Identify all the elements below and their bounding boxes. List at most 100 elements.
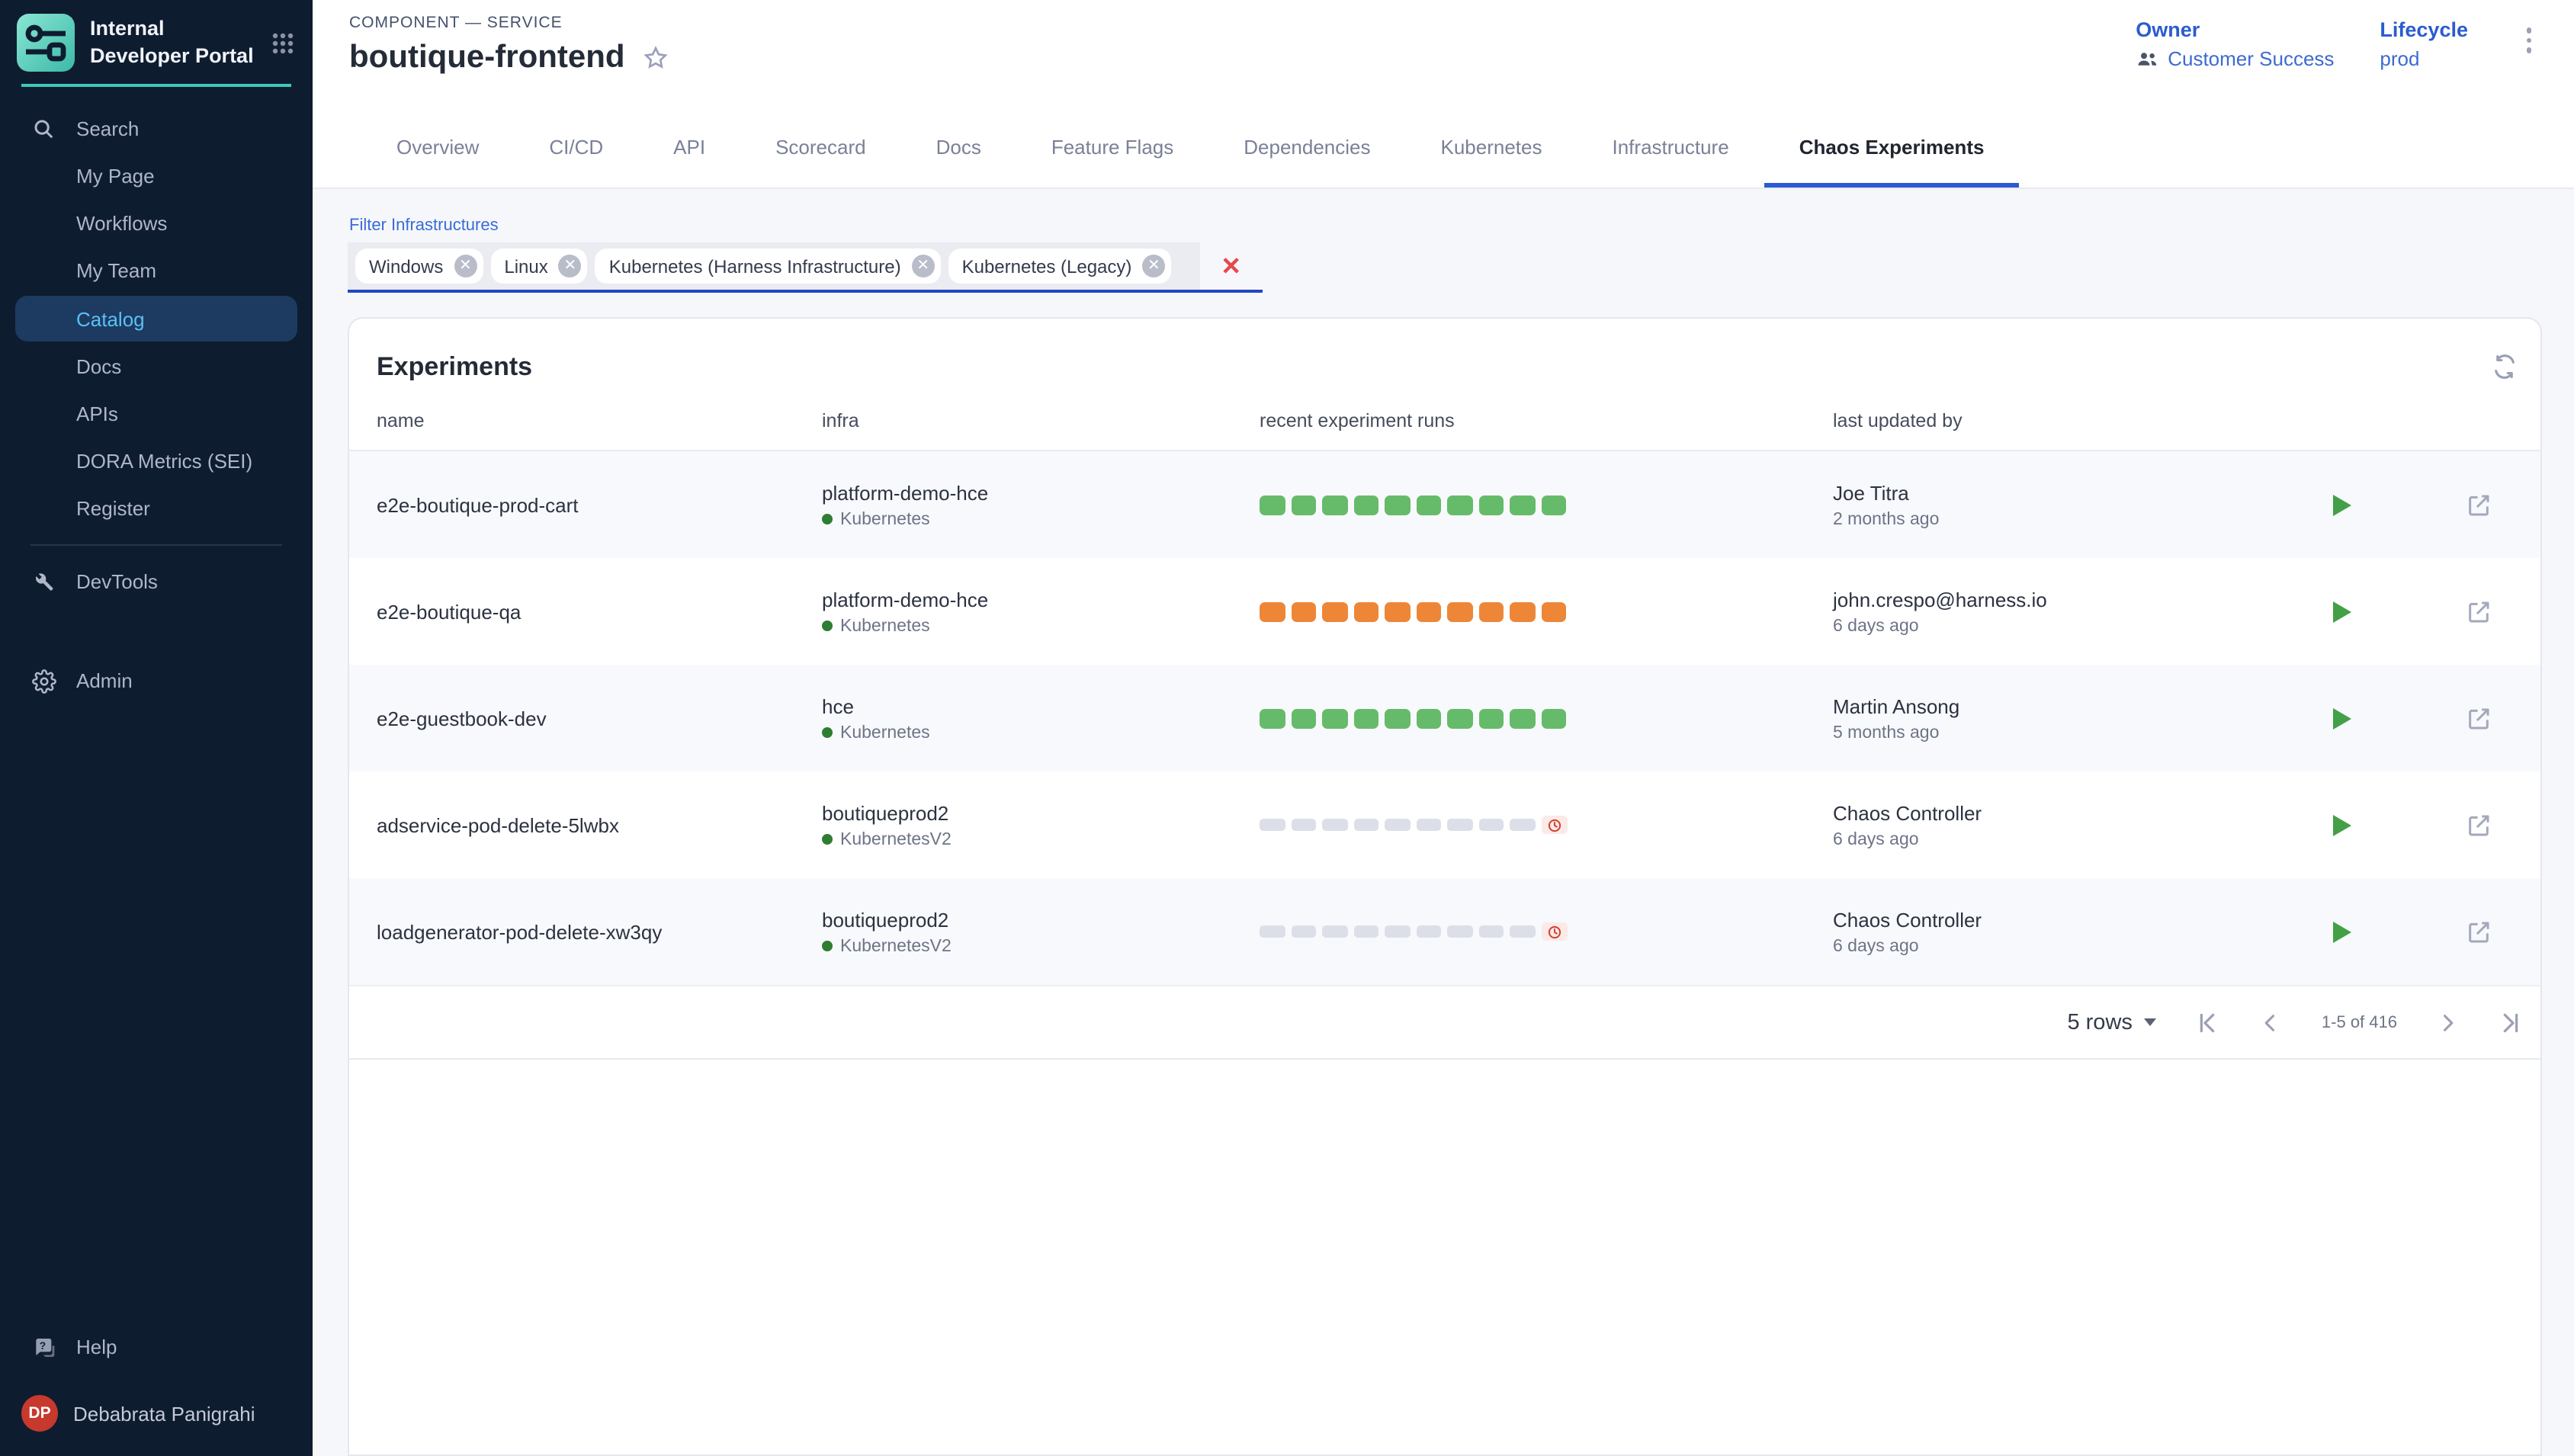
sidebar-item-admin[interactable]: Admin — [0, 657, 313, 704]
next-page-icon[interactable] — [2437, 1012, 2458, 1033]
sidebar-item-my-page[interactable]: My Page — [0, 152, 313, 200]
run-status-square — [1416, 601, 1441, 621]
infra-type: KubernetesV2 — [840, 830, 952, 848]
tab-scorecard[interactable]: Scorecard — [775, 136, 866, 159]
chip-delete-icon[interactable]: ✕ — [558, 255, 582, 277]
run-status-square — [1416, 708, 1441, 728]
tab-docs[interactable]: Docs — [936, 136, 981, 159]
run-status-square — [1291, 495, 1316, 515]
sidebar-accent-line — [21, 84, 291, 87]
updated-cell: Martin Ansong 5 months ago — [1833, 694, 2309, 742]
lifecycle-label: Lifecycle — [2380, 18, 2468, 41]
run-experiment-icon[interactable] — [2332, 707, 2353, 730]
run-experiment-icon[interactable] — [2332, 493, 2353, 516]
sidebar-item-devtools[interactable]: DevTools — [0, 558, 313, 605]
sidebar-item-label: Workflows — [76, 212, 168, 235]
experiment-name: adservice-pod-delete-5lwbx — [377, 813, 619, 836]
clear-filters-icon[interactable]: ✕ — [1221, 254, 1241, 280]
sidebar-item-workflows[interactable]: Workflows — [0, 200, 313, 247]
owner-value: Customer Success — [2168, 47, 2335, 70]
run-status-square — [1385, 495, 1410, 515]
sidebar-item-catalog[interactable]: Catalog — [15, 296, 297, 342]
chip-delete-icon[interactable]: ✕ — [454, 255, 477, 277]
tab-api[interactable]: API — [673, 136, 706, 159]
tab-feature-flags[interactable]: Feature Flags — [1051, 136, 1174, 159]
lifecycle-block: Lifecycle prod — [2380, 18, 2468, 70]
scheduled-clock-icon — [1541, 922, 1567, 941]
recent-runs — [1260, 922, 1833, 941]
table-row: e2e-boutique-prod-cart platform-demo-hce… — [349, 451, 2540, 558]
favorite-star-icon[interactable] — [642, 44, 669, 72]
filter-infrastructures-label[interactable]: Filter Infrastructures — [349, 216, 499, 235]
infra-type: KubernetesV2 — [840, 937, 952, 955]
status-dot — [822, 941, 833, 951]
chip-label: Windows — [369, 255, 444, 277]
run-status-square — [1510, 601, 1535, 621]
open-in-new-icon[interactable] — [2466, 705, 2492, 731]
refresh-icon[interactable] — [2489, 351, 2521, 383]
sidebar-item-help[interactable]: ? Help — [0, 1323, 313, 1371]
run-experiment-icon[interactable] — [2332, 600, 2353, 623]
sidebar-item-search[interactable]: Search — [0, 105, 313, 152]
chip-delete-icon[interactable]: ✕ — [911, 255, 935, 277]
sidebar-item-register[interactable]: Register — [0, 485, 313, 532]
tab-kubernetes[interactable]: Kubernetes — [1440, 136, 1542, 159]
run-status-square — [1541, 495, 1566, 515]
last-page-icon[interactable] — [2498, 1010, 2522, 1034]
user-profile[interactable]: DP Debabrata Panigrahi — [0, 1383, 313, 1456]
run-status-square — [1541, 601, 1566, 621]
tab-dependencies[interactable]: Dependencies — [1244, 136, 1371, 159]
run-experiment-icon[interactable] — [2332, 920, 2353, 943]
run-status-square — [1447, 819, 1472, 831]
open-in-new-icon[interactable] — [2466, 598, 2492, 624]
sidebar-item-my-team[interactable]: My Team — [0, 247, 313, 294]
tab-cicd[interactable]: CI/CD — [549, 136, 604, 159]
scheduled-clock-icon — [1541, 816, 1567, 834]
sidebar-nav: Search My Page Workflows My Team Catalog… — [0, 87, 313, 704]
status-dot — [822, 727, 833, 738]
column-header-infra: infra — [822, 410, 859, 431]
sidebar-item-docs[interactable]: Docs — [0, 343, 313, 390]
sidebar-item-apis[interactable]: APIs — [0, 390, 313, 438]
run-status-square — [1322, 601, 1347, 621]
sidebar-item-label: APIs — [76, 402, 118, 425]
run-status-square — [1353, 819, 1378, 831]
avatar: DP — [21, 1395, 58, 1432]
tab-chaos-experiments[interactable]: Chaos Experiments — [1764, 136, 2020, 188]
run-status-square — [1416, 925, 1441, 938]
run-status-square — [1478, 925, 1504, 938]
infra-type: Kubernetes — [840, 510, 930, 528]
sidebar-item-label: Docs — [76, 355, 122, 378]
open-in-new-icon[interactable] — [2466, 492, 2492, 518]
run-status-square — [1260, 925, 1285, 938]
open-in-new-icon[interactable] — [2466, 812, 2492, 838]
lifecycle-value: prod — [2380, 47, 2420, 70]
first-page-icon[interactable] — [2197, 1010, 2221, 1034]
run-status-square — [1510, 495, 1535, 515]
table-row: e2e-boutique-qa platform-demo-hce Kubern… — [349, 558, 2540, 665]
run-status-square — [1385, 601, 1410, 621]
chip-delete-icon[interactable]: ✕ — [1142, 255, 1166, 277]
run-status-square — [1385, 925, 1410, 938]
portal-title: Internal Developer Portal — [90, 17, 254, 67]
updated-cell: john.crespo@harness.io 6 days ago — [1833, 588, 2309, 635]
table-row: loadgenerator-pod-delete-xw3qy boutiquep… — [349, 878, 2540, 985]
run-status-square — [1447, 925, 1472, 938]
run-status-square — [1385, 708, 1410, 728]
rows-per-page-select[interactable]: 5 rows — [2067, 1010, 2157, 1034]
help-chat-icon: ? — [30, 1335, 56, 1359]
sidebar-item-label: Search — [76, 117, 140, 140]
sidebar-item-dora-metrics[interactable]: DORA Metrics (SEI) — [0, 438, 313, 485]
apps-grid-icon[interactable] — [271, 31, 294, 54]
run-experiment-icon[interactable] — [2332, 813, 2353, 836]
open-in-new-icon[interactable] — [2466, 919, 2492, 944]
experiment-name: e2e-boutique-qa — [377, 600, 522, 623]
tab-overview[interactable]: Overview — [396, 136, 480, 159]
run-status-square — [1291, 601, 1316, 621]
owner-link[interactable]: Customer Success — [2136, 47, 2334, 70]
previous-page-icon[interactable] — [2261, 1012, 2282, 1033]
tab-infrastructure[interactable]: Infrastructure — [1612, 136, 1729, 159]
infra-name: platform-demo-hce — [822, 588, 989, 611]
filter-input[interactable]: Windows ✕ Linux ✕ Kubernetes (Harness In… — [348, 242, 1263, 293]
kebab-menu-icon[interactable] — [2514, 18, 2544, 62]
